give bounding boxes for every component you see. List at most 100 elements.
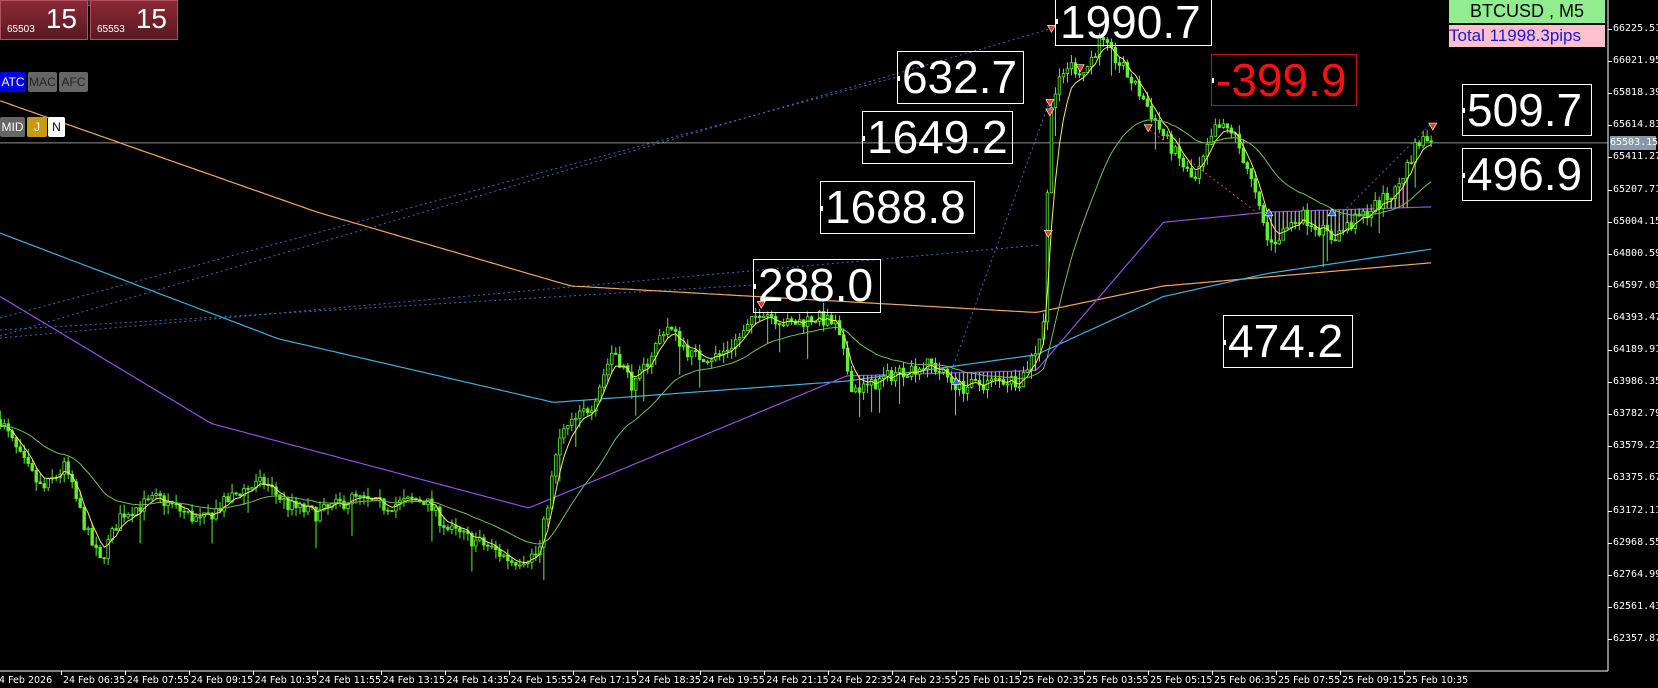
candle-body [1265,222,1269,241]
candle-body [702,359,706,363]
time-tick-label: 25 Feb 06:35 [1214,675,1277,686]
price-tick [1608,189,1612,191]
candle-body [761,315,766,318]
candle-body [258,476,262,482]
candle-body [698,350,702,360]
candle-body [973,379,978,381]
candle-body [706,361,710,364]
price-tick [1608,542,1612,544]
candle-body [286,498,290,510]
n-button[interactable]: N [48,117,65,137]
candle-body [733,339,738,349]
candle-body [1129,76,1134,84]
time-tick-label: 24 Feb 13:15 [382,675,446,686]
mid-button[interactable]: MID [0,117,25,137]
candle-body [1121,62,1126,66]
candle-body [82,507,86,530]
candle-body [1333,239,1337,242]
time-tick [60,671,62,675]
candle-body [865,383,870,386]
price-tick [1608,510,1612,512]
candle-body [490,545,494,548]
candle-body [857,387,862,393]
price-box-price: 65503 [7,24,35,35]
time-tick [508,671,510,675]
buy-arrow-icon [1264,208,1274,217]
candle-body [22,450,26,458]
candle-body [666,326,670,335]
candle-body [262,476,266,486]
candle-body [1409,162,1413,164]
candle-body [602,374,606,388]
price-tick-label: 66225.51 [1613,23,1658,34]
candle-body [1381,192,1385,209]
candle-body [861,383,866,393]
candle-body [570,418,574,426]
candle-body [1429,140,1433,143]
candle-body [929,358,934,364]
time-tick-label: 24 Feb 10:35 [254,675,318,686]
mac-button[interactable]: MAC [28,72,57,92]
candle-body [821,311,826,326]
candle-body [1221,123,1226,128]
candle-body [238,493,242,497]
time-tick [636,671,638,675]
candle-body [346,503,350,509]
candle-body [1425,136,1429,142]
candle-body [594,400,598,412]
value-label: 1990.7 [1055,0,1212,46]
candle-body [989,378,994,382]
candle-body [745,324,750,332]
price-tick-label: 62561.43 [1613,600,1658,612]
candle-body [354,493,358,497]
sell-arrow-icon [1143,124,1153,133]
price-box-bid[interactable]: 65503 15 [0,0,88,40]
candle-body [1229,127,1234,134]
time-tick [316,671,318,675]
afc-button[interactable]: AFC [59,72,88,92]
candle-body [1073,62,1078,75]
candle-body [1017,386,1022,389]
atc-button[interactable]: ATC [0,72,26,92]
price-box-ask[interactable]: 65553 15 [90,0,178,40]
candle-body [130,513,134,517]
buy-arrow-icon [1327,208,1337,217]
candle-body [78,498,82,508]
j-button[interactable]: J [27,117,47,137]
time-tick [892,671,894,675]
candle-body [554,454,558,477]
candle-body [502,554,506,557]
candle-body [658,335,662,344]
candle-body [1393,186,1397,199]
candle-body [362,495,366,498]
moving-average-line [0,100,1432,314]
candle-body [450,525,454,530]
candle-body [1065,68,1070,74]
candle-body [578,410,582,419]
candle-body [126,513,130,518]
candle-body [961,380,966,394]
candle-body [566,425,570,430]
price-tick-label: 64393.47 [1613,311,1658,323]
dotted-trend-line [949,99,1051,376]
candle-body [474,539,478,547]
candle-body [1005,383,1010,386]
dotted-trend-line [1149,129,1261,216]
candle-body [1305,209,1309,227]
time-tick-label: 24 Feb 07:55 [126,675,190,686]
time-tick-label: 24 Feb 19:55 [702,675,765,686]
candle-body [518,564,522,567]
price-box-value: 15 [45,3,77,34]
candle-body [1197,165,1202,179]
candle-body [1269,239,1273,243]
price-tick-label: 64189.91 [1613,344,1658,355]
candle-body [282,498,286,501]
candle-body [1417,142,1421,147]
candle-body [682,344,686,347]
candle-body [965,386,970,394]
value-label: 632.7 [897,51,1024,104]
moving-average-line [0,206,1432,509]
candle-body [542,518,546,548]
candle-body [1329,230,1333,241]
